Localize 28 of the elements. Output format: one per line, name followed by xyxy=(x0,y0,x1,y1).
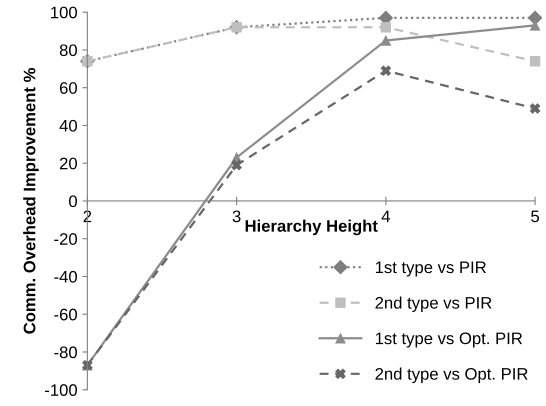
y-tick-label: -40 xyxy=(54,270,77,283)
y-tick-label: -100 xyxy=(45,384,77,396)
y-tick-label: -20 xyxy=(54,233,77,245)
point xyxy=(530,20,540,31)
point xyxy=(231,160,242,170)
y-tick-label: 20 xyxy=(60,158,77,170)
y-tick-label: 100 xyxy=(51,6,77,18)
point xyxy=(530,56,540,66)
point xyxy=(380,65,392,76)
legend-label: 2nd type vs PIR xyxy=(375,296,492,312)
point xyxy=(380,22,392,32)
point xyxy=(530,103,540,114)
x-axis-title: Hierarchy Height xyxy=(246,220,378,236)
y-axis-title: Comm. Overhead Improvement % xyxy=(23,68,39,334)
y-tick-label: -60 xyxy=(54,308,77,320)
y-tick-label: 80 xyxy=(60,44,77,56)
legend-label: 1st type vs PIR xyxy=(376,262,486,276)
point xyxy=(380,35,392,46)
y-tick-label: 40 xyxy=(59,120,77,132)
y-tick-label: 60 xyxy=(60,82,77,94)
y-tick-label: 0 xyxy=(69,195,77,208)
y-tick-label: -80 xyxy=(54,346,77,358)
legend-label: 1st type vs Opt. PIR xyxy=(376,332,522,348)
x-tick-label: 5 xyxy=(531,210,540,222)
x-tick-label: 3 xyxy=(232,210,240,222)
x-tick-label: 4 xyxy=(382,210,390,222)
point xyxy=(528,10,542,26)
legend-label: 2nd type vs Opt. PIR xyxy=(375,368,528,384)
